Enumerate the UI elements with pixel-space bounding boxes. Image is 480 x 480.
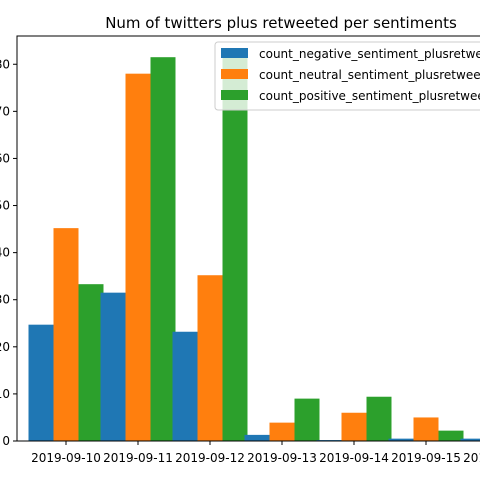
bar-2019-09-10-count_negative_sentiment_plusretweeted (28, 324, 54, 441)
bar-2019-09-10-count_neutral_sentiment_plusretweeted (53, 228, 79, 441)
x-tick-label: 2019-09-15 (391, 451, 461, 465)
legend-label: count_neutral_sentiment_plusretweeted (259, 68, 480, 82)
legend-swatch (221, 48, 248, 58)
bar-2019-09-13-count_negative_sentiment_plusretweeted (244, 434, 270, 441)
legend: count_negative_sentiment_plusretweetedco… (214, 41, 480, 111)
bar-2019-09-15-count_neutral_sentiment_plusretweeted (413, 417, 439, 441)
bar-2019-09-14-count_neutral_sentiment_plusretweeted (341, 412, 367, 441)
x-tick-label: 2019-09-13 (247, 451, 317, 465)
bar-2019-09-11-count_positive_sentiment_plusretweeted (150, 57, 176, 441)
bar-2019-09-15-count_positive_sentiment_plusretweeted (438, 430, 464, 441)
bar-2019-09-12-count_negative_sentiment_plusretweeted (172, 331, 198, 441)
y-tick-label: 0 (2, 434, 10, 448)
y-tick-label: 20 (0, 340, 10, 354)
bars (28, 57, 480, 442)
bar-2019-09-13-count_positive_sentiment_plusretweeted (294, 398, 320, 441)
x-tick-label: 2019-09-16 (463, 451, 480, 465)
y-tick-label: 40 (0, 246, 10, 260)
bar-2019-09-11-count_negative_sentiment_plusretweeted (100, 292, 126, 441)
x-tick-label: 2019-09-10 (31, 451, 101, 465)
bar-2019-09-11-count_neutral_sentiment_plusretweeted (125, 73, 151, 442)
legend-label: count_positive_sentiment_plusretweeted (259, 89, 480, 103)
y-tick-label: 80 (0, 57, 10, 71)
bar-2019-09-16-count_negative_sentiment_plusretweeted (460, 438, 480, 441)
bar-2019-09-13-count_neutral_sentiment_plusretweeted (269, 422, 295, 441)
bar-2019-09-14-count_positive_sentiment_plusretweeted (366, 396, 392, 441)
y-tick-label: 10 (0, 387, 10, 401)
legend-frame (214, 41, 480, 111)
y-tick-label: 30 (0, 293, 10, 307)
bar-2019-09-15-count_negative_sentiment_plusretweeted (388, 438, 414, 441)
x-tick-label: 2019-09-12 (175, 451, 245, 465)
bar-2019-09-10-count_positive_sentiment_plusretweeted (78, 284, 104, 441)
x-tick-label: 2019-09-14 (319, 451, 389, 465)
y-tick-label: 50 (0, 199, 10, 213)
x-tick-label: 2019-09-11 (103, 451, 173, 465)
plot-area-frame (16, 35, 480, 442)
bar-2019-09-12-count_neutral_sentiment_plusretweeted (197, 275, 223, 441)
bar-2019-09-12-count_positive_sentiment_plusretweeted (222, 57, 248, 442)
legend-swatch (221, 90, 248, 100)
x-axis-ticks: 2019-09-10 2019-09-11 2019-09-12 2019-09-13… (31, 441, 480, 465)
chart-title: Num of twitters plus retweeted per senti… (105, 14, 457, 32)
y-tick-label: 60 (0, 151, 10, 165)
legend-swatch (221, 69, 248, 79)
y-axis-ticks: 0 10 20 30 40 50 60 70 80 (0, 57, 17, 448)
y-tick-label: 70 (0, 104, 10, 118)
legend-label: count_negative_sentiment_plusretweeted (259, 47, 480, 61)
